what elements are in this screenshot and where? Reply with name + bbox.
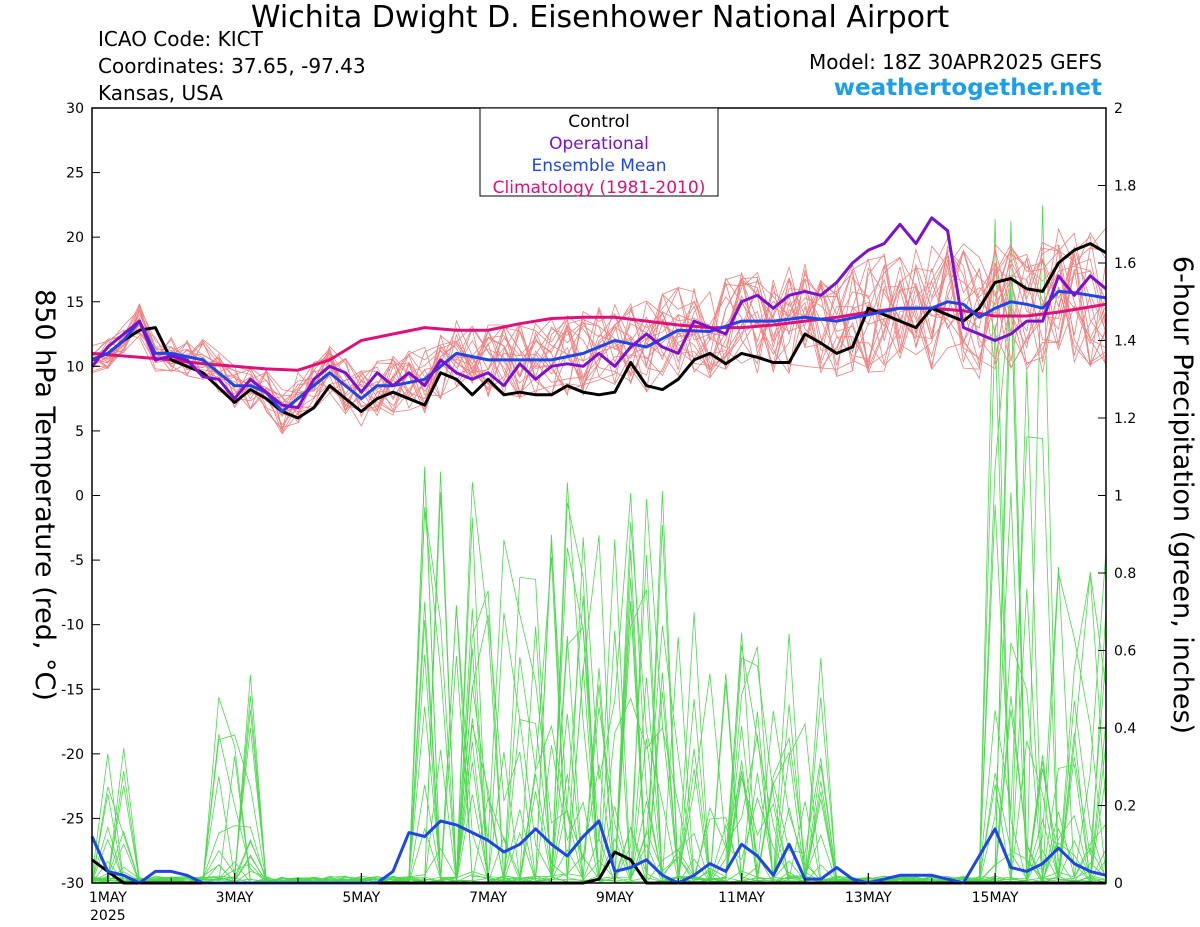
legend-entry: Control <box>568 112 629 132</box>
temp-member-line <box>91 232 1107 413</box>
y-tick-label: -25 <box>61 811 84 827</box>
x-tick-label: 11MAY <box>718 890 765 906</box>
temp-member-line <box>91 254 1107 426</box>
y-tick-label: 10 <box>66 359 84 375</box>
y2-tick-label: 0.8 <box>1114 566 1136 582</box>
coordinates: Coordinates: 37.65, -97.43 <box>98 54 366 78</box>
y-tick-label: 30 <box>66 101 84 117</box>
y2-tick-label: 1.4 <box>1114 334 1136 350</box>
x-tick-label: 3MAY <box>216 890 254 906</box>
y-tick-label: -30 <box>61 876 84 892</box>
y2-tick-label: 0.4 <box>1114 721 1136 737</box>
ensemble-temp-members <box>91 227 1107 435</box>
precip-member-line <box>91 324 1107 884</box>
x-tick-label: 13MAY <box>845 890 892 906</box>
ensemble-mean-temp-line <box>91 289 1107 413</box>
axes-layer: 302520151050-5-10-15-20-25-3021.81.61.41… <box>61 101 1136 924</box>
y-tick-label: 0 <box>75 489 84 505</box>
legend-box <box>479 107 719 197</box>
precip-member-line <box>91 436 1107 884</box>
y-tick-label: -10 <box>61 618 84 634</box>
precip-member-line <box>91 284 1107 884</box>
temp-member-line <box>91 227 1107 417</box>
chart-title: Wichita Dwight D. Eisenhower National Ai… <box>250 0 950 35</box>
y-tick-label: 5 <box>75 424 84 440</box>
precip-member-line <box>91 507 1107 884</box>
y2-tick-label: 0 <box>1114 876 1123 892</box>
y-axis-label: 850 hPa Temperature (red, °C) <box>29 289 60 701</box>
x-tick-label: 7MAY <box>469 890 507 906</box>
y2-tick-label: 1.8 <box>1114 179 1136 195</box>
region: Kansas, USA <box>98 81 223 105</box>
x-tick-label: 9MAY <box>596 890 634 906</box>
y-tick-label: 25 <box>66 166 84 182</box>
x-tick-sublabel: 2025 <box>90 908 126 924</box>
x-tick-label: 15MAY <box>972 890 1019 906</box>
model-run: Model: 18Z 30APR2025 GEFS <box>809 50 1102 74</box>
legend-entry: Operational <box>549 134 649 154</box>
temp-member-line <box>91 231 1107 432</box>
y-tick-label: -5 <box>70 553 84 569</box>
y2-axis-label: 6-hour Precipitation (green, inches) <box>1167 256 1198 734</box>
legend-entry: Ensemble Mean <box>531 156 666 176</box>
climatology-temp-line <box>91 302 1107 372</box>
y2-tick-label: 0.2 <box>1114 799 1136 815</box>
y2-tick-label: 1 <box>1114 489 1123 505</box>
y2-tick-label: 1.2 <box>1114 411 1136 427</box>
x-tick-label: 5MAY <box>342 890 380 906</box>
precip-member-line <box>91 466 1107 884</box>
y2-tick-label: 1.6 <box>1114 256 1136 272</box>
operational-temp-line <box>90 216 1107 410</box>
x-tick-label: 1MAY <box>89 890 127 906</box>
control-temp-line <box>91 242 1107 420</box>
y2-tick-label: 2 <box>1114 101 1123 117</box>
y2-tick-label: 0.6 <box>1114 644 1136 660</box>
y-tick-label: -15 <box>61 682 84 698</box>
legend-entry: Climatology (1981-2010) <box>493 178 706 198</box>
y-tick-label: 15 <box>66 295 84 311</box>
website-link[interactable]: weathertogether.net <box>833 75 1102 101</box>
y-tick-label: -20 <box>61 747 84 763</box>
icao-code: ICAO Code: KICT <box>98 27 263 51</box>
y-tick-label: 20 <box>66 230 84 246</box>
precip-member-line <box>91 535 1107 884</box>
